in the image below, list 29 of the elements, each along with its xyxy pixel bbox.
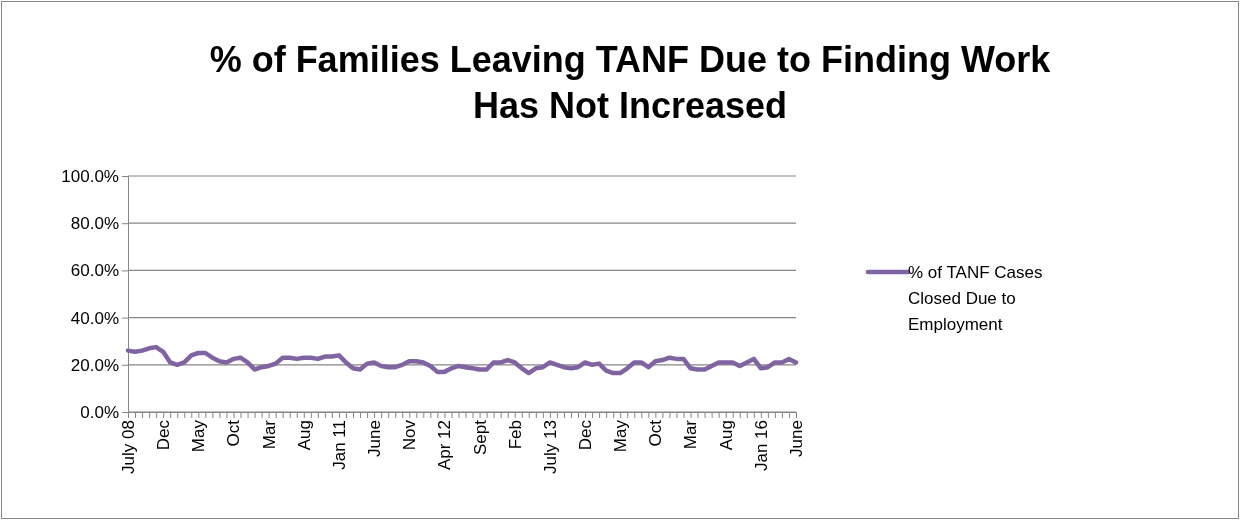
x-tick-label: Oct: [646, 419, 666, 447]
x-tick-label: Jan 11: [329, 420, 349, 470]
x-tick-label: Sept: [470, 419, 490, 455]
x-tick-label: Jan 16: [751, 420, 771, 472]
x-tick-label: June: [786, 420, 806, 457]
x-tick-label: Mar: [681, 419, 701, 450]
x-tick-label: June: [365, 420, 385, 457]
x-tick-label: Apr 12: [435, 420, 455, 471]
x-tick-label: May: [189, 419, 209, 453]
x-tick-label: July 13: [540, 420, 560, 474]
x-tick-label: Dec: [154, 419, 174, 451]
x-tick-label: Aug: [716, 420, 736, 451]
chart-title: % of Families Leaving TANF Due to Finding Work Has Not Increased: [209, 39, 1052, 126]
x-tick-label: May: [611, 419, 631, 453]
x-tick-label: Mar: [259, 419, 279, 450]
legend-label: % of TANF Cases Closed Due to Employment: [908, 263, 1043, 334]
y-tick-label: 0.0%: [80, 402, 119, 422]
y-tick-label: 80.0%: [70, 214, 119, 234]
y-tick-label: 60.0%: [70, 261, 119, 281]
x-tick-label: Oct: [224, 419, 244, 447]
x-tick-label: July 08: [118, 420, 138, 474]
line-series: [125, 344, 799, 376]
y-tick-label: 40.0%: [70, 308, 119, 328]
x-tick-label: Aug: [294, 420, 314, 451]
y-tick-label: 20.0%: [70, 355, 119, 375]
x-tick-label: Feb: [505, 420, 525, 450]
y-tick-label: 100.0%: [61, 166, 119, 186]
x-tick-label: Dec: [575, 419, 595, 451]
x-tick-label: Nov: [400, 419, 420, 451]
